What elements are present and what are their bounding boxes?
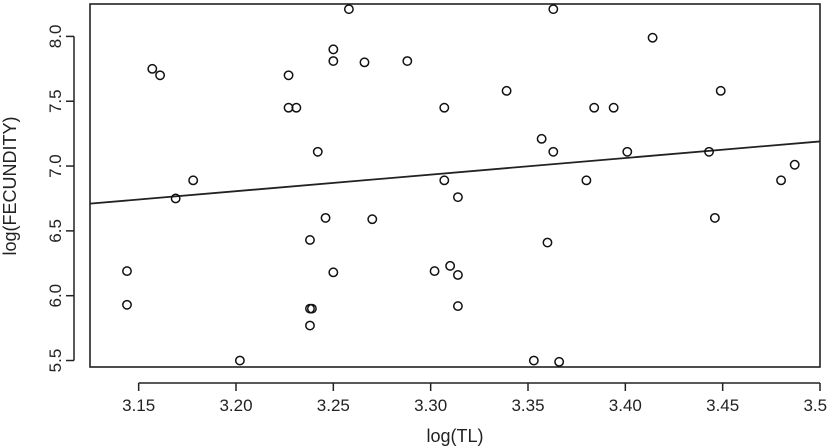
data-point (501, 85, 512, 96)
data-point (312, 146, 323, 157)
data-point (709, 212, 720, 223)
x-tick-label: 3.20 (219, 396, 252, 415)
data-point (147, 63, 158, 74)
data-point (234, 355, 245, 366)
data-point (439, 175, 450, 186)
x-tick-label: 3.40 (609, 396, 642, 415)
y-tick-label: 7.0 (46, 154, 65, 178)
data-point (367, 214, 378, 225)
data-point (429, 266, 440, 277)
x-tick-label: 3.15 (122, 396, 155, 415)
data-point (536, 133, 547, 144)
data-point (328, 56, 339, 66)
data-point (305, 320, 315, 331)
data-point (291, 102, 302, 113)
data-point (589, 102, 600, 113)
y-axis-label: log(FECUNDITY) (0, 116, 20, 255)
y-tick-label: 7.5 (46, 89, 65, 113)
data-point (789, 159, 800, 170)
y-tick-label: 6.0 (46, 284, 65, 308)
data-point (715, 85, 726, 96)
points-group (122, 4, 800, 367)
data-point (452, 301, 463, 312)
data-point (283, 70, 294, 81)
regression-line (89, 140, 821, 205)
data-point (306, 303, 317, 314)
data-point (328, 267, 339, 278)
data-point (445, 260, 456, 271)
data-point (647, 32, 658, 43)
x-tick-label: 3.25 (317, 396, 350, 415)
x-axis-label: log(TL) (426, 426, 483, 446)
y-tick-label: 5.5 (46, 349, 65, 373)
data-point (439, 102, 450, 113)
x-axis: 3.15 3.20 3.25 3.30 3.35 3.40 3.45 3.50 (122, 382, 827, 415)
data-point (548, 146, 559, 157)
data-point (452, 192, 463, 203)
data-point (122, 299, 132, 310)
y-tick-label: 8.0 (46, 25, 65, 49)
plot-frame (89, 3, 821, 368)
data-point (608, 102, 619, 113)
data-point (328, 44, 339, 55)
data-point (622, 146, 633, 157)
data-point (170, 193, 181, 204)
x-tick-label: 3.35 (511, 396, 544, 415)
y-tick-label: 6.5 (46, 219, 65, 243)
data-point (320, 212, 331, 223)
data-point (548, 4, 559, 15)
data-point (122, 266, 132, 277)
x-tick-label: 3.50 (803, 396, 827, 415)
y-axis: 5.5 6.0 6.5 7.0 7.5 8.0 (46, 25, 75, 373)
data-point (155, 70, 166, 81)
x-tick-label: 3.45 (706, 396, 739, 415)
data-point (402, 56, 413, 66)
data-point (581, 175, 592, 186)
data-point (452, 270, 463, 280)
data-point (776, 175, 787, 186)
data-point (359, 57, 370, 68)
data-point (542, 237, 553, 248)
trend-group (89, 140, 821, 205)
data-point (554, 356, 565, 367)
data-point (305, 235, 315, 245)
data-point (704, 146, 714, 157)
x-tick-label: 3.30 (414, 396, 447, 415)
data-point (188, 175, 199, 186)
data-point (528, 355, 539, 366)
data-point (343, 4, 354, 15)
